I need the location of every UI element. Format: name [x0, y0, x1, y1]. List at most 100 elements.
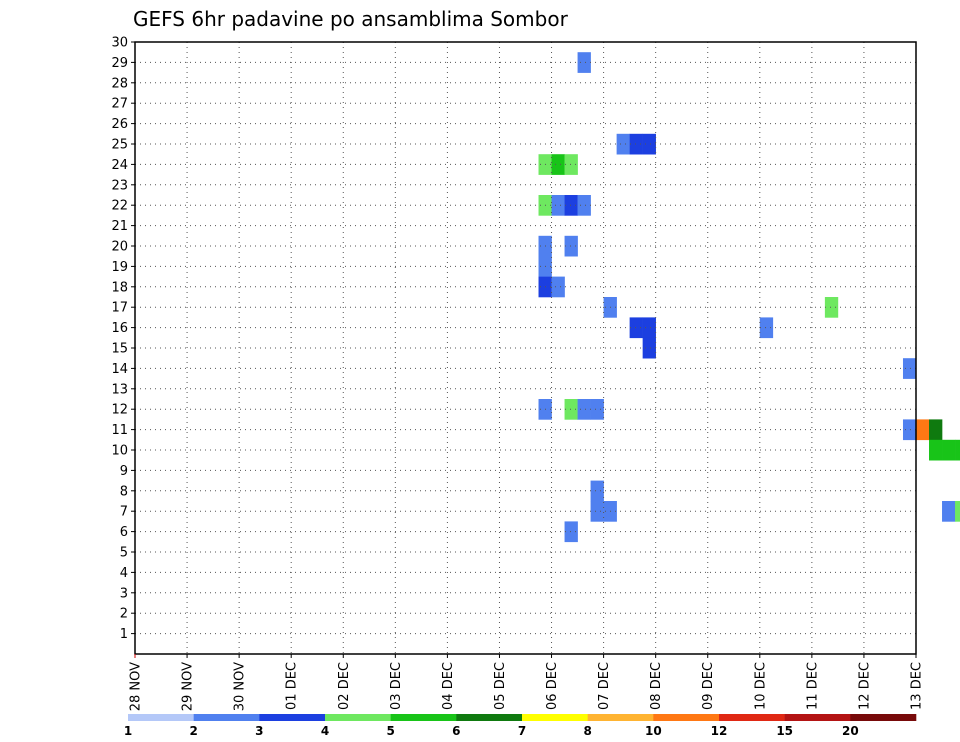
heatmap-cell [551, 195, 565, 216]
x-tick-label: 04 DEC [441, 662, 456, 710]
y-tick-label: 26 [111, 117, 128, 132]
colorbar-swatch [522, 714, 588, 721]
heatmap-cell [642, 133, 656, 155]
x-tick-label: 30 NOV [233, 662, 248, 711]
x-tick-label: 11 DEC [805, 662, 820, 710]
x-tick-label: 02 DEC [337, 662, 352, 710]
y-tick-label: 24 [111, 158, 128, 173]
heatmap-cell [551, 154, 565, 175]
colorbar: 1 2 3 4 5 6 7 8 10 12 15 20 [124, 714, 917, 738]
x-tick-label: 03 DEC [389, 662, 404, 710]
grid-lines [135, 41, 916, 654]
y-tick-label: 6 [120, 525, 128, 540]
y-tick-label: 3 [120, 586, 128, 601]
heatmap-cell [955, 501, 960, 522]
x-tick-label: 01 DEC [285, 662, 300, 710]
y-tick-label: 15 [111, 342, 128, 357]
y-tick-label: 8 [120, 484, 128, 499]
y-tick-label: 5 [120, 546, 128, 561]
heatmap-cell [902, 419, 917, 441]
heatmap-cell [564, 235, 578, 257]
heatmap-cell [577, 195, 591, 216]
heatmap-cell [590, 501, 604, 522]
y-tick-label: 18 [111, 280, 128, 295]
colorbar-label: 5 [386, 724, 394, 738]
x-axis: 28 NOV 29 NOV 30 NOV 01 DEC 02 DEC 03 DEC 04 D… [129, 654, 925, 711]
x-tick-label: 05 DEC [493, 662, 508, 710]
x-tick-label: 13 DEC [910, 662, 925, 710]
colorbar-label: 20 [842, 724, 859, 738]
y-tick-label: 12 [111, 403, 128, 418]
colorbar-label: 8 [583, 724, 591, 738]
heatmap-cell [955, 439, 960, 461]
y-tick-label: 4 [120, 566, 128, 581]
colorbar-swatch [850, 714, 917, 721]
y-tick-label: 25 [111, 138, 128, 153]
x-tick-label: 09 DEC [701, 662, 716, 710]
heatmap-cell [629, 133, 643, 155]
x-tick-label: 29 NOV [181, 662, 196, 711]
colorbar-swatch [390, 714, 457, 721]
colorbar-label: 2 [189, 724, 197, 738]
colorbar-swatch [325, 714, 391, 721]
heatmap-cell [564, 195, 578, 216]
x-tick-label: 10 DEC [753, 662, 768, 710]
colorbar-swatch [719, 714, 785, 721]
colorbar-label: 15 [776, 724, 793, 738]
colorbar-label: 7 [518, 724, 526, 738]
y-tick-label: 9 [120, 464, 128, 479]
colorbar-label: 3 [255, 724, 263, 738]
y-tick-label: 13 [111, 382, 128, 397]
x-tick-label: 12 DEC [857, 662, 872, 710]
heatmap-cell [616, 133, 630, 155]
y-tick-label: 20 [111, 240, 128, 255]
y-tick-label: 17 [111, 301, 128, 316]
colorbar-swatch [784, 714, 851, 721]
heatmap-cell [577, 399, 591, 420]
chart-title: GEFS 6hr padavine po ansamblima Sombor [133, 7, 569, 31]
x-tick-label: 06 DEC [545, 662, 560, 710]
colorbar-label: 12 [711, 724, 728, 738]
x-tick-label: 08 DEC [649, 662, 664, 710]
heatmap-cell [942, 439, 956, 461]
colorbar-label: 4 [321, 724, 329, 738]
y-tick-label: 19 [111, 260, 128, 275]
x-tick-label: 28 NOV [129, 662, 144, 711]
heatmap-cell [642, 317, 656, 339]
y-tick-label: 30 [111, 36, 128, 51]
heatmap-cells [538, 52, 960, 543]
y-tick-label: 28 [111, 76, 128, 91]
heatmap-cell [590, 480, 604, 502]
colorbar-swatch [587, 714, 654, 721]
y-tick-label: 2 [120, 607, 128, 622]
heatmap-cell [824, 297, 839, 318]
y-tick-label: 21 [111, 219, 128, 234]
heatmap-cell [929, 439, 943, 461]
y-tick-label: 10 [111, 444, 128, 459]
y-tick-label: 11 [111, 423, 128, 438]
heatmap-cell [564, 154, 578, 175]
y-tick-label: 27 [111, 97, 128, 112]
heatmap-cell [929, 419, 943, 441]
y-axis: 1234567891011121314151617181920212223242… [111, 36, 135, 642]
heatmap-cell [564, 521, 578, 543]
y-tick-label: 23 [111, 178, 128, 193]
y-tick-label: 14 [111, 362, 128, 377]
colorbar-label: 10 [645, 724, 662, 738]
colorbar-swatch [259, 714, 326, 721]
heatmap-cell [942, 501, 956, 522]
heatmap-cell [916, 419, 930, 441]
colorbar-label: 6 [452, 724, 460, 738]
y-tick-label: 22 [111, 199, 128, 214]
y-tick-label: 16 [111, 321, 128, 336]
heatmap-cell [902, 358, 917, 379]
heatmap-cell [642, 337, 656, 359]
heatmap-cell [629, 317, 643, 339]
y-tick-label: 1 [120, 627, 128, 642]
heatmap-cell [590, 399, 604, 420]
colorbar-swatch [128, 714, 194, 721]
y-tick-label: 7 [120, 505, 128, 520]
colorbar-label: 1 [124, 724, 132, 738]
y-tick-label: 29 [111, 56, 128, 71]
